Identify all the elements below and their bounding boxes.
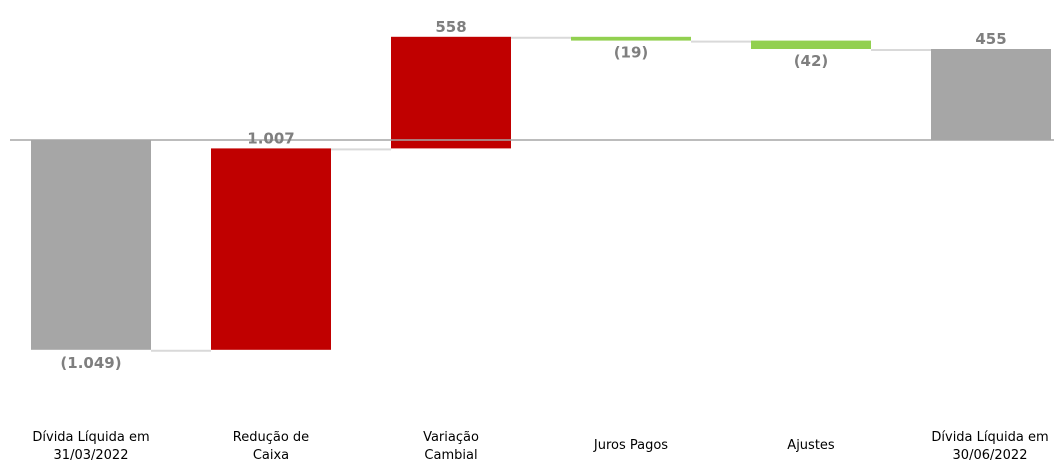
value-label-3: (19) xyxy=(614,44,649,62)
bar-0 xyxy=(31,140,151,350)
bar-5 xyxy=(931,49,1051,140)
category-label-5: Dívida Líquida em 30/06/2022 xyxy=(931,430,1048,463)
value-label-0: (1.049) xyxy=(60,354,121,372)
value-label-2: 558 xyxy=(435,18,466,36)
category-label-1: Redução de Caixa xyxy=(233,430,309,463)
bar-2 xyxy=(391,36,511,149)
connector-lines xyxy=(151,36,931,352)
bar-1 xyxy=(211,148,331,350)
value-label-4: (42) xyxy=(794,52,829,70)
value-label-1: 1.007 xyxy=(247,129,294,147)
category-labels-group: Dívida Líquida em 31/03/2022 Redução de Cai… xyxy=(32,430,1048,463)
value-label-5: 455 xyxy=(975,30,1006,48)
bar-3 xyxy=(571,36,691,41)
category-label-4: Ajustes xyxy=(787,438,835,453)
category-label-0: Dívida Líquida em 31/03/2022 xyxy=(32,430,149,463)
value-labels-group: (1.049) 1.007 558 (19) (42) 455 xyxy=(60,18,1006,372)
category-label-2: Variação Cambial xyxy=(423,430,479,463)
bar-4 xyxy=(751,40,871,49)
category-label-3: Juros Pagos xyxy=(593,438,668,453)
bars-group xyxy=(31,36,1051,350)
